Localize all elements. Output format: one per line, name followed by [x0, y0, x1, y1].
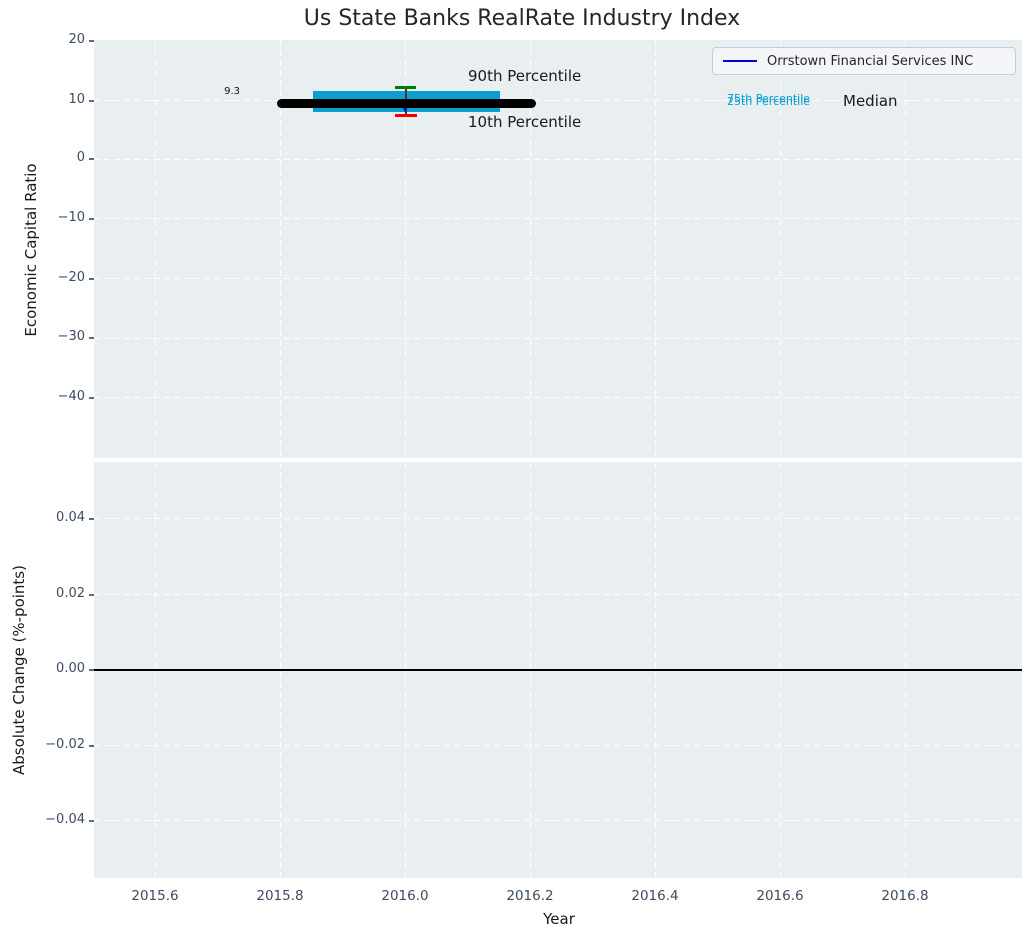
- ytick: 0.00: [56, 661, 85, 676]
- legend-label: Orrstown Financial Services INC: [767, 53, 974, 69]
- xtick: 2016.0: [381, 888, 429, 904]
- gridline: [405, 40, 406, 458]
- ytick: 10: [68, 92, 85, 107]
- tick-mark: [89, 518, 94, 520]
- p10-annotation: 10th Percentile: [468, 113, 582, 131]
- tick-mark: [89, 594, 94, 596]
- tick-mark: [89, 337, 94, 339]
- ytick: −40: [57, 389, 85, 404]
- p90-cap: [395, 86, 416, 89]
- gridline: [94, 337, 1022, 339]
- gridline: [155, 40, 156, 458]
- ytick: 0.02: [56, 586, 85, 601]
- ytick: −30: [57, 329, 85, 344]
- gridline: [94, 158, 1022, 160]
- p90-annotation: 90th Percentile: [468, 67, 582, 85]
- xtick: 2016.8: [881, 888, 929, 904]
- tick-mark: [89, 745, 94, 747]
- p25-annotation: 25th Percentile: [727, 95, 811, 108]
- gridline: [655, 40, 656, 458]
- xtick: 2016.2: [506, 888, 554, 904]
- gridline: [94, 218, 1022, 219]
- gridline: [905, 40, 906, 458]
- tick-mark: [89, 397, 94, 399]
- ytick: −10: [57, 210, 85, 225]
- xtick: 2015.6: [131, 888, 179, 904]
- ytick: −0.04: [45, 812, 85, 827]
- median-line: [277, 99, 536, 108]
- gridline: [780, 40, 781, 458]
- tick-mark: [89, 100, 94, 102]
- value-annotation: 9.3: [224, 86, 240, 97]
- chart-title: Us State Banks RealRate Industry Index: [303, 6, 741, 31]
- tick-mark: [89, 820, 94, 822]
- tick-mark: [89, 669, 94, 671]
- xtick: 2016.6: [756, 888, 804, 904]
- ytick: 20: [68, 32, 85, 47]
- gridline: [94, 518, 1022, 519]
- ytick: 0.04: [56, 510, 85, 525]
- tick-mark: [89, 158, 94, 160]
- xtick: 2016.4: [631, 888, 679, 904]
- gridline: [94, 745, 1022, 746]
- tick-mark: [89, 218, 94, 220]
- y-axis-label-bottom: Absolute Change (%-points): [10, 565, 28, 775]
- gridline: [94, 278, 1022, 279]
- zero-line: [94, 668, 1022, 671]
- ytick: −20: [57, 270, 85, 285]
- median-annotation: Median: [843, 92, 898, 110]
- gridline: [530, 40, 531, 458]
- legend-line-icon: [723, 60, 757, 62]
- top-plot-area: 9.3 90th Percentile 10th Percentile 75th…: [94, 40, 1022, 458]
- gridline: [280, 40, 281, 458]
- ytick: −0.02: [45, 737, 85, 752]
- p10-cap: [395, 114, 417, 117]
- x-axis-label: Year: [543, 910, 575, 928]
- bottom-plot-area: [94, 462, 1022, 878]
- gridline: [94, 100, 1022, 101]
- gridline: [94, 820, 1022, 821]
- y-axis-label-top: Economic Capital Ratio: [22, 163, 40, 337]
- tick-mark: [89, 278, 94, 280]
- legend: Orrstown Financial Services INC: [712, 47, 1016, 75]
- ytick: 0: [76, 150, 85, 165]
- gridline: [94, 594, 1022, 595]
- tick-mark: [89, 40, 94, 42]
- p75-annotation: 75th Percentile: [727, 92, 811, 105]
- xtick: 2015.8: [256, 888, 304, 904]
- gridline: [94, 397, 1022, 398]
